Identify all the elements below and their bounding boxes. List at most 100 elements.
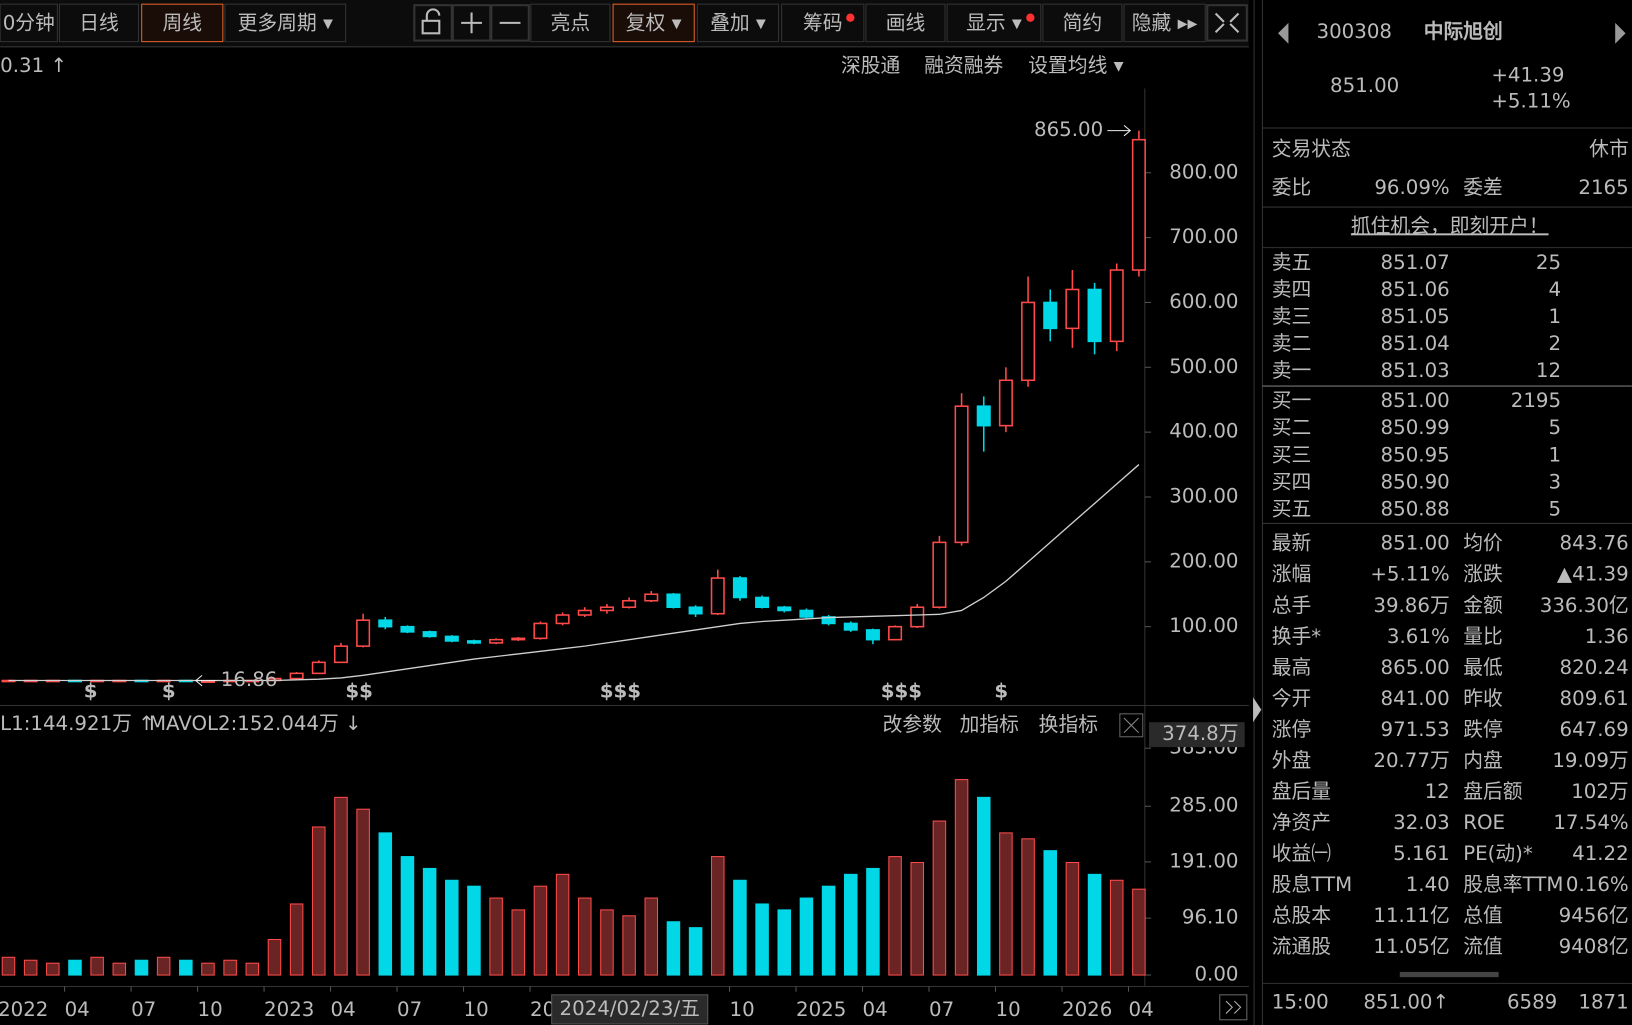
volume-bar [467, 885, 481, 976]
volume-bar [46, 962, 60, 976]
indicator-tool[interactable]: 加指标 [960, 713, 1019, 736]
toolbar-button[interactable] [0, 3, 58, 43]
y-tick-label: 400.00 [1169, 420, 1238, 443]
toolbar-button[interactable] [696, 3, 780, 43]
x-tick-label: 10 [730, 998, 755, 1021]
book-label: 买三 [1272, 443, 1312, 466]
toolbar-button[interactable] [781, 3, 865, 43]
volume-bar [1, 956, 16, 976]
candle-body [998, 379, 1013, 427]
stat-label: 跌停 [1463, 718, 1503, 741]
toolbar-label: 日线 [79, 11, 119, 34]
candle-body [777, 606, 792, 612]
open-account-banner[interactable]: 抓住机会，即刻开户！ [1351, 214, 1549, 237]
book-price: 850.90 [1381, 470, 1450, 493]
toolbar-button[interactable] [612, 3, 695, 43]
stat-value: 12 [1425, 780, 1450, 803]
book-price: 850.99 [1381, 416, 1450, 439]
y-tick-label: 191.00 [1169, 849, 1238, 872]
toolbar-button[interactable] [865, 3, 946, 43]
stat-label: 总股本 [1272, 904, 1332, 927]
event-marker[interactable]: $ [162, 680, 176, 703]
high-label: 865.00 [1034, 118, 1103, 141]
toolbar-button[interactable] [141, 3, 224, 43]
sub-link[interactable]: 深股通 [841, 54, 901, 77]
volume-bar [976, 796, 991, 976]
status-label: 交易状态 [1272, 137, 1351, 160]
candle-body [644, 593, 659, 602]
stat-value: 5.161 [1393, 842, 1450, 865]
stat-value: 20.77万 [1373, 749, 1449, 772]
volume-bar [1132, 888, 1146, 976]
volume-bar [312, 826, 326, 976]
event-marker[interactable]: $ [84, 680, 98, 703]
x-tick-label: 2022 [0, 998, 48, 1021]
book-volume: 2195 [1511, 389, 1561, 412]
stock-name: 中际旭创 [1424, 20, 1503, 43]
stat-value: ▲41.39 [1557, 563, 1629, 586]
volume-bar [866, 867, 880, 976]
event-marker[interactable]: $ [994, 680, 1008, 703]
book-price: 851.05 [1381, 305, 1450, 328]
toolbar-button[interactable] [224, 3, 347, 43]
fullscreen[interactable] [1206, 4, 1248, 42]
stat-label: 今开 [1272, 687, 1312, 710]
high-arrow [1107, 124, 1132, 137]
volume-bar [578, 897, 592, 976]
volume-bar [1065, 861, 1080, 976]
book-label: 卖四 [1272, 278, 1312, 301]
volume-bar [711, 856, 725, 976]
candle-body [954, 405, 969, 544]
toolbar-button[interactable] [946, 3, 1042, 43]
candle-body [755, 596, 770, 609]
cursor-date: 2024/02/23/五 [560, 997, 700, 1020]
toolbar-button[interactable] [530, 3, 611, 43]
indicator-tool[interactable]: 换指标 [1039, 713, 1098, 736]
scroll-icon [1225, 1000, 1242, 1014]
stat-label: 量比 [1463, 625, 1503, 648]
toolbar-label: 简约 [1063, 11, 1103, 34]
x-tick-label: 04 [1128, 998, 1153, 1021]
candle-body [888, 625, 903, 641]
cursor-value-box [1148, 722, 1245, 748]
sub-link[interactable]: 设置均线 ▾ [1028, 54, 1123, 77]
toolbar-button[interactable] [1123, 3, 1206, 43]
badge [846, 13, 855, 22]
volume-bar [378, 832, 393, 976]
zoom-out[interactable] [490, 4, 530, 42]
book-volume: 5 [1548, 416, 1561, 439]
candle-body [1021, 301, 1036, 382]
volume-bar [112, 962, 127, 976]
event-marker[interactable]: $$$ [600, 680, 641, 703]
x-tick-label: 07 [397, 998, 422, 1021]
stat-value: 19.09万 [1552, 749, 1628, 772]
volume-bar [23, 959, 38, 976]
stat-value: 32.03 [1393, 811, 1450, 834]
book-label: 卖一 [1272, 359, 1312, 382]
stat-value: +5.11% [1370, 563, 1449, 586]
toolbar-label: 显示 ▾ [966, 11, 1022, 34]
low-label: 16.86 [221, 668, 278, 691]
book-label: 卖三 [1272, 305, 1312, 328]
book-price: 851.06 [1381, 278, 1450, 301]
indicator-tool[interactable]: 改参数 [883, 713, 943, 736]
status: 休市 [1589, 137, 1629, 160]
fullscreen-icon [1214, 12, 1240, 33]
toolbar-button[interactable] [1042, 3, 1123, 43]
event-marker[interactable]: $$$ [881, 680, 922, 703]
candle-body [289, 672, 304, 680]
event-marker[interactable]: $$ [345, 680, 373, 703]
scroll-button[interactable] [1219, 994, 1248, 1021]
volume-bar [356, 808, 370, 976]
stat-value: 971.53 [1381, 718, 1450, 741]
volume-bar [156, 956, 171, 976]
x-tick-label: 04 [65, 998, 90, 1021]
close-indicator[interactable] [1119, 713, 1144, 738]
volume-bar [179, 959, 193, 976]
volume-bar [555, 873, 570, 976]
sub-link[interactable]: 融资融券 [924, 54, 1003, 77]
toolbar-button[interactable] [58, 3, 140, 43]
stat-label: 流值 [1463, 935, 1503, 958]
stat-value: 41.22 [1572, 842, 1629, 865]
collapse-handle[interactable] [1253, 697, 1262, 723]
